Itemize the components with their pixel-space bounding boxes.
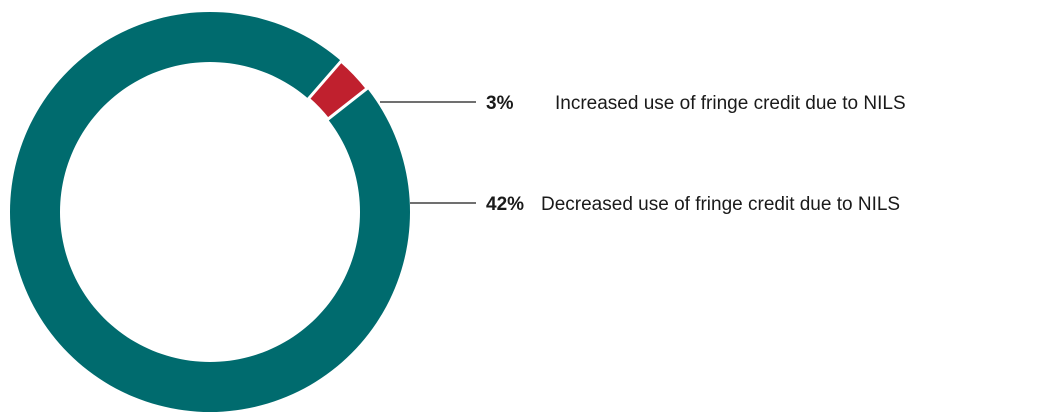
slice-category-label-decreased: Decreased use of fringe credit due to NI… bbox=[541, 194, 900, 215]
slice-value-label-increased: 3% bbox=[486, 93, 514, 114]
callout-decreased: 42% Decreased use of fringe credit due t… bbox=[410, 194, 900, 215]
donut-slice-increased bbox=[306, 58, 370, 122]
callout-increased: 3% Increased use of fringe credit due to… bbox=[380, 93, 906, 114]
donut-ring bbox=[10, 12, 410, 412]
slice-category-label-increased: Increased use of fringe credit due to NI… bbox=[555, 93, 906, 114]
slice-value-label-decreased: 42% bbox=[486, 194, 524, 215]
